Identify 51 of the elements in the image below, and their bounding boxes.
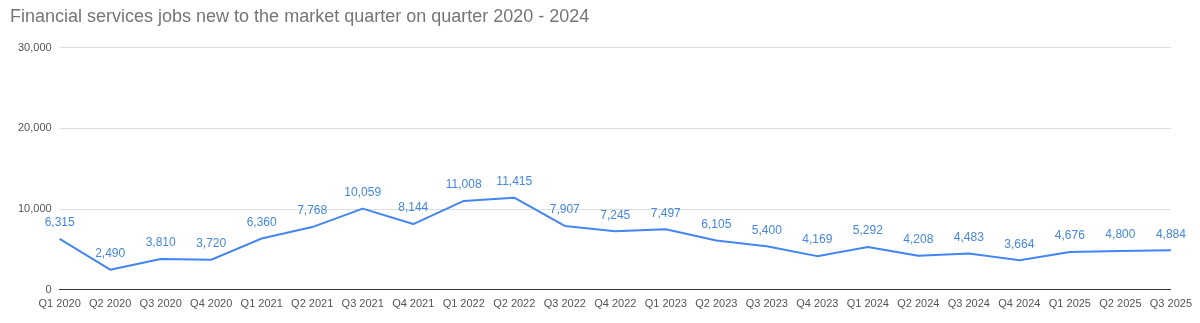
x-tick-label: Q4 2021 [392, 297, 435, 310]
x-tick-label: Q3 2021 [341, 297, 384, 310]
x-tick-label: Q4 2023 [796, 297, 839, 310]
y-tick-label: 20,000 [17, 121, 52, 134]
data-label: 3,664 [1004, 236, 1035, 251]
data-label: 4,676 [1054, 228, 1086, 243]
x-tick-label: Q2 2020 [89, 297, 132, 310]
data-label: 2,490 [95, 246, 126, 261]
x-tick-label: Q1 2021 [240, 297, 283, 310]
x-tick-label: Q2 2025 [1099, 297, 1142, 310]
y-tick-label: 10,000 [17, 202, 52, 215]
chart-title: Financial services jobs new to the market quarter on quarter 2020 - 2024 [10, 5, 590, 26]
data-label: 3,720 [196, 236, 227, 251]
x-tick-label: Q3 2022 [543, 297, 586, 310]
data-label: 3,810 [145, 235, 177, 250]
data-label: 6,315 [44, 215, 75, 230]
x-tick-label: Q1 2024 [846, 297, 889, 310]
data-label: 5,292 [852, 223, 884, 238]
x-tick-label: Q1 2025 [1048, 297, 1091, 310]
data-label: 11,008 [445, 177, 482, 192]
data-label: 6,360 [246, 214, 278, 229]
x-tick-label: Q2 2022 [493, 297, 536, 310]
x-tick-label: Q1 2020 [38, 297, 81, 310]
x-tick-label: Q1 2023 [644, 297, 687, 310]
x-tick-label: Q2 2024 [897, 297, 940, 310]
data-label: 4,483 [953, 229, 985, 244]
x-tick-label: Q3 2020 [139, 297, 182, 310]
x-tick-label: Q4 2020 [190, 297, 233, 310]
data-label: 4,884 [1155, 226, 1187, 241]
x-tick-label: Q4 2024 [998, 297, 1041, 310]
data-label: 11,415 [496, 173, 533, 188]
data-label: 4,208 [903, 232, 934, 247]
data-label: 4,169 [802, 232, 833, 247]
x-tick-label: Q2 2023 [695, 297, 738, 310]
data-label: 7,497 [650, 205, 682, 220]
data-label: 4,800 [1105, 227, 1136, 242]
y-tick-label: 0 [45, 282, 52, 295]
x-tick-label: Q4 2022 [594, 297, 637, 310]
x-tick-label: Q2 2021 [291, 297, 334, 310]
x-tick-label: Q1 2022 [442, 297, 485, 310]
data-label: 8,144 [398, 200, 429, 215]
x-tick-label: Q3 2023 [745, 297, 788, 310]
data-label: 6,105 [701, 216, 732, 231]
data-label: 7,907 [549, 202, 581, 217]
x-tick-label: Q3 2024 [947, 297, 990, 310]
data-label: 7,245 [600, 207, 631, 222]
data-label: 5,400 [751, 222, 783, 237]
data-label: 10,059 [344, 184, 382, 199]
y-tick-label: 30,000 [17, 40, 52, 53]
data-label: 7,768 [297, 203, 328, 218]
x-tick-label: Q3 2025 [1149, 297, 1192, 310]
